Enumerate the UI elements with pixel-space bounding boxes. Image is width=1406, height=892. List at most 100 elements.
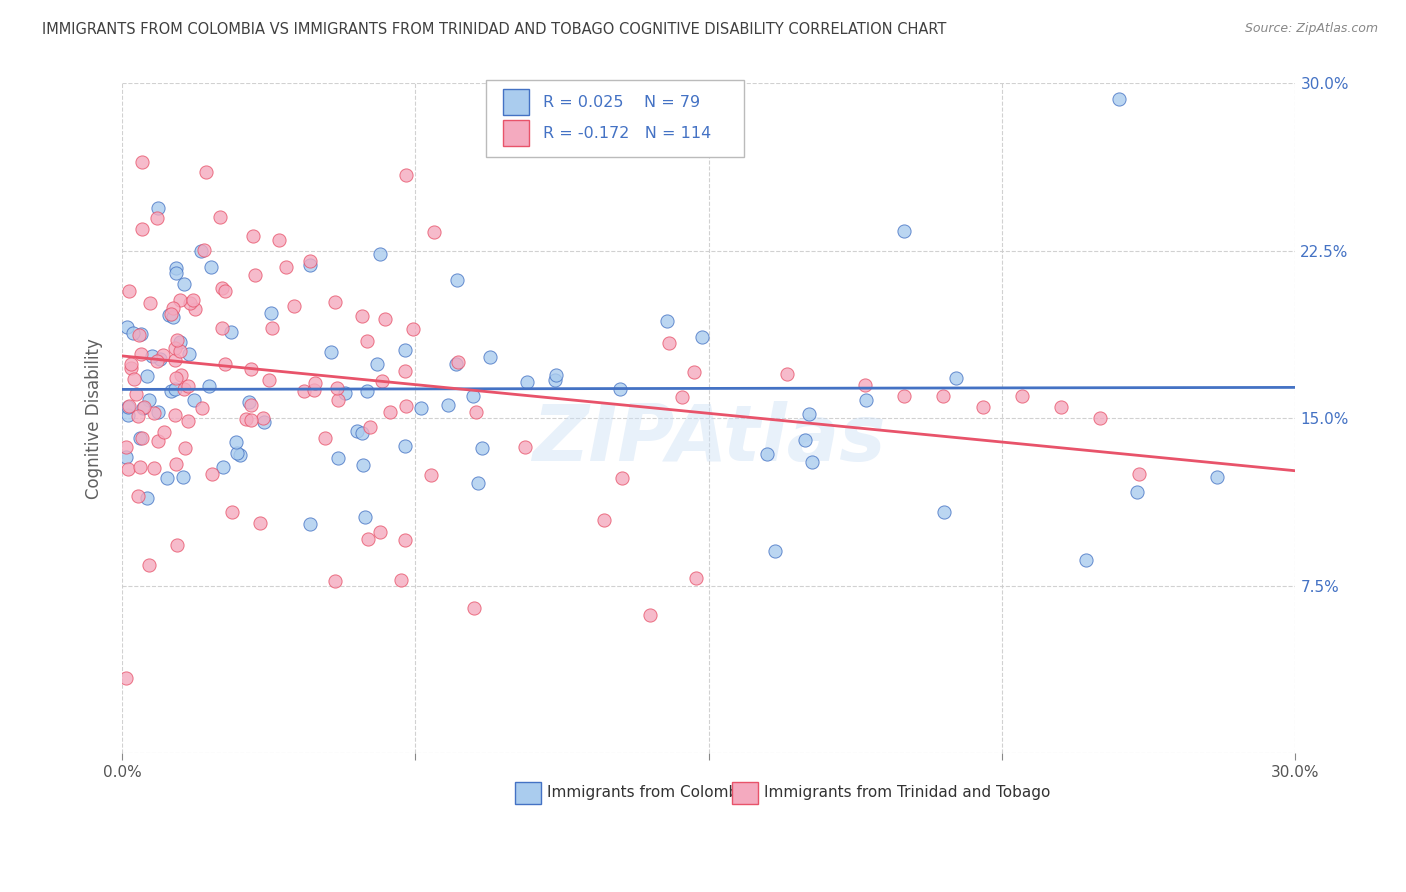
Point bbox=[159, 307, 181, 321]
Point bbox=[283, 298, 305, 312]
Point bbox=[419, 467, 441, 482]
Point bbox=[467, 475, 489, 490]
Point bbox=[276, 260, 298, 274]
Point bbox=[129, 431, 152, 445]
Point bbox=[240, 413, 263, 427]
Point bbox=[389, 574, 412, 588]
Point bbox=[172, 470, 194, 484]
Point bbox=[211, 281, 233, 295]
Point bbox=[323, 574, 346, 589]
Point bbox=[163, 382, 186, 396]
FancyBboxPatch shape bbox=[515, 782, 541, 804]
Point bbox=[302, 384, 325, 398]
Point bbox=[394, 364, 416, 378]
Y-axis label: Cognitive Disability: Cognitive Disability bbox=[86, 338, 103, 499]
Point bbox=[479, 350, 502, 364]
Point bbox=[143, 406, 166, 420]
Point bbox=[395, 168, 418, 182]
Point bbox=[131, 154, 153, 169]
Point bbox=[299, 516, 322, 531]
Point bbox=[173, 441, 195, 455]
Point bbox=[304, 376, 326, 391]
Point bbox=[544, 374, 567, 388]
Point bbox=[371, 374, 394, 388]
Point bbox=[333, 386, 356, 401]
Point bbox=[117, 400, 139, 414]
Point bbox=[139, 296, 162, 310]
Point bbox=[394, 343, 416, 358]
Point bbox=[208, 211, 231, 225]
Point bbox=[765, 543, 787, 558]
Point bbox=[165, 408, 187, 422]
Point bbox=[169, 293, 191, 307]
Point bbox=[211, 460, 233, 475]
Point bbox=[690, 330, 713, 344]
Point bbox=[117, 399, 139, 413]
Point bbox=[229, 448, 252, 462]
Point bbox=[359, 420, 381, 434]
Point bbox=[221, 505, 243, 519]
Point bbox=[356, 384, 378, 398]
Point bbox=[1049, 401, 1071, 415]
Point bbox=[356, 532, 378, 546]
Point bbox=[120, 357, 142, 371]
Point bbox=[135, 369, 157, 384]
Point bbox=[115, 671, 138, 685]
Point bbox=[163, 353, 186, 368]
Text: IMMIGRANTS FROM COLOMBIA VS IMMIGRANTS FROM TRINIDAD AND TOBAGO COGNITIVE DISABI: IMMIGRANTS FROM COLOMBIA VS IMMIGRANTS F… bbox=[42, 22, 946, 37]
Point bbox=[115, 450, 138, 464]
Point bbox=[166, 538, 188, 552]
Point bbox=[165, 341, 187, 355]
Point bbox=[252, 411, 274, 425]
Point bbox=[610, 471, 633, 485]
Point bbox=[177, 347, 200, 361]
Point bbox=[423, 225, 446, 239]
Point bbox=[465, 405, 488, 419]
FancyBboxPatch shape bbox=[503, 120, 529, 145]
Point bbox=[235, 412, 257, 426]
Point bbox=[122, 326, 145, 340]
Point bbox=[191, 401, 214, 415]
Point bbox=[463, 601, 485, 615]
FancyBboxPatch shape bbox=[503, 89, 529, 115]
Point bbox=[129, 326, 152, 341]
Point bbox=[685, 571, 707, 585]
Point bbox=[148, 434, 170, 449]
Point bbox=[238, 394, 260, 409]
Point bbox=[437, 398, 460, 412]
Point bbox=[157, 308, 180, 322]
Point bbox=[124, 387, 146, 401]
Point bbox=[321, 345, 343, 359]
Point bbox=[378, 405, 401, 419]
Point bbox=[1074, 553, 1097, 567]
Point bbox=[243, 268, 266, 282]
Point bbox=[314, 431, 336, 445]
Point bbox=[352, 458, 374, 473]
Point bbox=[148, 351, 170, 366]
Point bbox=[394, 533, 416, 548]
Point bbox=[326, 392, 349, 407]
Point bbox=[776, 367, 799, 381]
Point bbox=[148, 202, 170, 216]
Point bbox=[143, 460, 166, 475]
Point bbox=[211, 321, 233, 335]
Point bbox=[972, 401, 994, 415]
Point bbox=[638, 607, 661, 622]
Point bbox=[323, 294, 346, 309]
Point bbox=[853, 378, 876, 392]
Point bbox=[1128, 467, 1150, 482]
Point bbox=[173, 277, 195, 291]
Point bbox=[166, 333, 188, 347]
Point bbox=[259, 373, 281, 387]
Point bbox=[592, 513, 614, 527]
Point bbox=[658, 335, 681, 350]
Point bbox=[516, 375, 538, 389]
Point bbox=[1011, 389, 1033, 403]
Point bbox=[169, 334, 191, 349]
Point bbox=[165, 266, 187, 280]
Text: R = 0.025    N = 79: R = 0.025 N = 79 bbox=[543, 95, 700, 110]
Point bbox=[253, 415, 276, 429]
Point bbox=[932, 389, 955, 403]
Point bbox=[183, 393, 205, 408]
Point bbox=[655, 314, 678, 328]
